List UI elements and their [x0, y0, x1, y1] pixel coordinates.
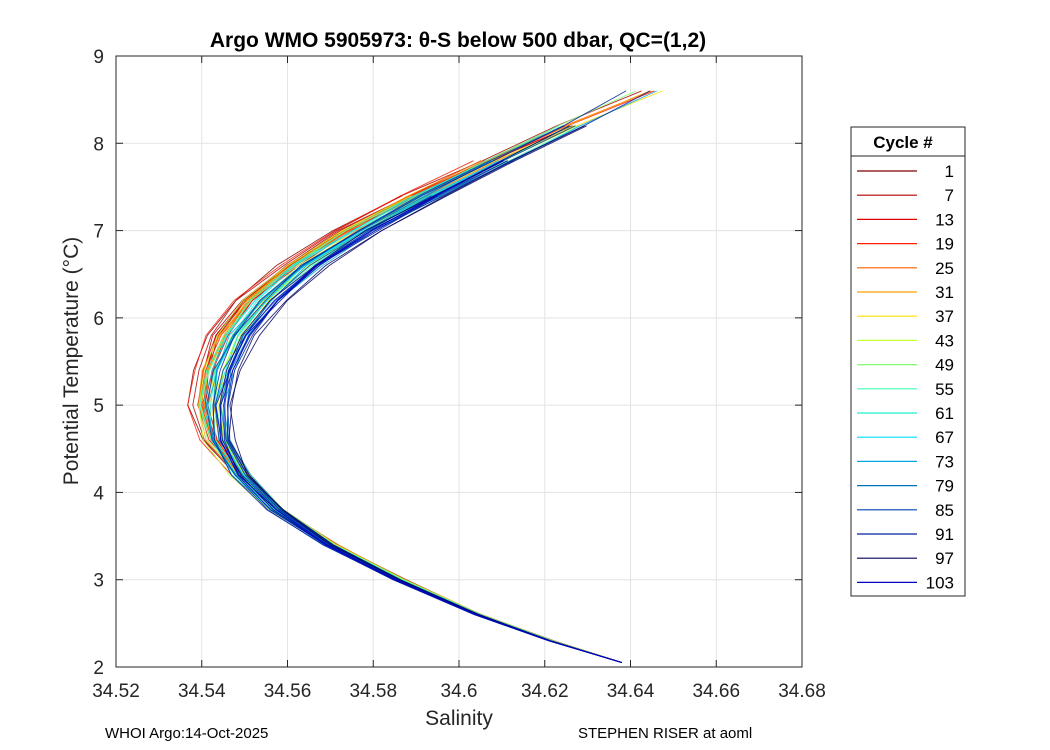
grid-lines [116, 56, 802, 667]
x-tick-label: 34.54 [178, 681, 226, 702]
legend-label: 85 [935, 501, 954, 520]
x-tick-label: 34.6 [441, 681, 478, 702]
legend-label: 13 [935, 210, 954, 229]
x-tick-label: 34.58 [349, 681, 397, 702]
legend-label: 37 [935, 307, 954, 326]
legend-box [850, 126, 966, 597]
legend-label: 19 [935, 235, 954, 254]
legend: Cycle # 1 7 13 19 25 31 37 43 49 55 61 67 73 79 85 91 97… [850, 126, 966, 597]
legend-label: 103 [926, 573, 954, 592]
legend-label: 91 [935, 525, 954, 544]
legend-label: 61 [935, 404, 954, 423]
profile-line [228, 125, 623, 664]
x-tick-label: 34.68 [778, 681, 826, 702]
legend-label: 55 [935, 380, 954, 399]
footer-left-text: WHOI Argo:14-Oct-2025 [105, 725, 269, 742]
x-tick-label: 34.64 [607, 681, 655, 702]
y-tick-label: 6 [93, 309, 104, 330]
legend-label: 25 [935, 259, 954, 278]
x-axis-label: Salinity [425, 707, 493, 730]
plot-area: 34.52 34.54 34.56 34.58 34.6 34.62 34.64 34.66 3… [92, 47, 826, 702]
y-tick-label: 7 [93, 222, 104, 243]
x-tick-label: 34.52 [92, 681, 140, 702]
legend-entries: 1 7 13 19 25 31 37 43 49 55 61 67 73 79 85 91 97 103 [857, 162, 954, 592]
x-tick-label: 34.62 [521, 681, 569, 702]
y-axis-label: Potential Temperature (°C) [60, 237, 83, 485]
y-tick-label: 9 [93, 47, 104, 68]
y-tick-label: 8 [93, 134, 104, 155]
footer-right-text: STEPHEN RISER at aoml [578, 725, 753, 742]
y-tick-label: 5 [93, 396, 104, 417]
legend-label: 97 [935, 549, 954, 568]
profile-line [223, 195, 623, 664]
axis-ticks: 34.52 34.54 34.56 34.58 34.6 34.62 34.64 34.66 3… [92, 47, 826, 702]
profile-line [212, 90, 627, 664]
profile-lines [187, 90, 663, 664]
x-tick-label: 34.56 [264, 681, 312, 702]
legend-label: 31 [935, 283, 954, 302]
y-tick-label: 4 [93, 483, 104, 504]
legend-label: 67 [935, 428, 954, 447]
x-tick-label: 34.66 [692, 681, 740, 702]
legend-label: 49 [935, 356, 954, 375]
chart-title: Argo WMO 5905973: θ-S below 500 dbar, QC… [210, 29, 706, 52]
legend-label: 7 [945, 186, 954, 205]
legend-title: Cycle # [873, 133, 933, 152]
legend-label: 43 [935, 331, 954, 350]
y-tick-label: 2 [93, 658, 104, 679]
legend-label: 73 [935, 452, 954, 471]
y-tick-label: 3 [93, 571, 104, 592]
legend-label: 79 [935, 477, 954, 496]
legend-label: 1 [945, 162, 954, 181]
profile-line [226, 160, 623, 664]
